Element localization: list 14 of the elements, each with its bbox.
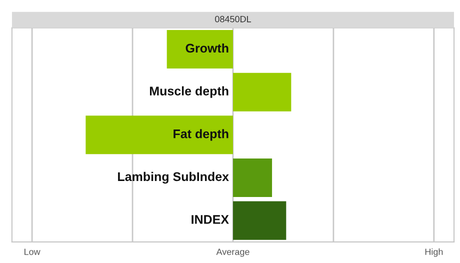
y-tick-label: Growth	[186, 43, 228, 53]
chart-title: 08450DL	[215, 16, 252, 22]
bar	[232, 201, 286, 240]
y-tick-label: Fat depth	[174, 129, 228, 141]
bar	[166, 30, 233, 69]
y-tick-label: Lambing SubIndex	[118, 172, 229, 184]
ref-line-label: Low	[24, 248, 40, 256]
bar	[232, 72, 292, 112]
bar	[232, 158, 272, 198]
y-tick-label: INDEX	[192, 215, 229, 224]
y-tick-label: Muscle depth	[150, 86, 228, 98]
ref-line-label: High	[425, 248, 443, 257]
ref-line-label: Average	[216, 248, 250, 257]
bar	[86, 116, 233, 154]
